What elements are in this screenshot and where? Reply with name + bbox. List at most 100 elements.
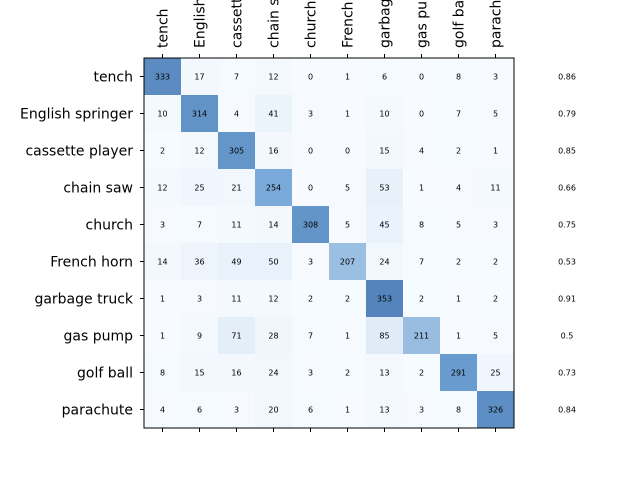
- cell-value: 25: [194, 184, 204, 193]
- row-accuracy: 0.85: [558, 147, 576, 156]
- cell-value: 17: [194, 73, 204, 82]
- cell-value: 1: [456, 332, 461, 341]
- heatmap-cell: [255, 132, 292, 169]
- heatmap-cell: [440, 132, 477, 169]
- heatmap-cell: [218, 58, 255, 95]
- cell-value: 7: [456, 110, 461, 119]
- cell-value: 20: [268, 406, 278, 415]
- heatmap-cell: [218, 243, 255, 280]
- cell-value: 15: [194, 369, 204, 378]
- row-accuracy: 0.79: [558, 110, 576, 119]
- column-label: garbag: [378, 0, 394, 48]
- cell-value: 85: [379, 332, 389, 341]
- heatmap-cell: [403, 243, 440, 280]
- cell-value: 8: [419, 221, 424, 230]
- cell-value: 1: [160, 295, 165, 304]
- cell-value: 5: [345, 184, 350, 193]
- row-label: tench: [93, 70, 133, 86]
- cell-value: 45: [379, 221, 389, 230]
- column-label: English: [193, 0, 209, 48]
- cell-value: 11: [231, 295, 241, 304]
- heatmap-cell: [477, 243, 514, 280]
- cell-value: 2: [419, 295, 424, 304]
- heatmap-cell: [218, 354, 255, 391]
- cell-value: 7: [308, 332, 313, 341]
- heatmap-cell: [329, 58, 366, 95]
- heatmap-cell: [329, 317, 366, 354]
- heatmap-cell: [181, 169, 218, 206]
- cell-value: 4: [456, 184, 461, 193]
- heatmap-cell: [292, 58, 329, 95]
- heatmap-cell: [329, 169, 366, 206]
- cell-value: 0: [345, 147, 350, 156]
- cell-value: 14: [268, 221, 278, 230]
- row-accuracy: 0.5: [561, 332, 574, 341]
- cell-value: 1: [345, 73, 350, 82]
- heatmap-cell: [366, 132, 403, 169]
- cell-value: 49: [231, 258, 241, 267]
- heatmap-cell: [144, 206, 181, 243]
- heatmap-cell: [440, 354, 477, 391]
- heatmap-cell: [255, 391, 292, 428]
- cell-value: 13: [379, 369, 389, 378]
- heatmap-cell: [144, 317, 181, 354]
- cell-value: 8: [456, 73, 461, 82]
- cell-value: 16: [268, 147, 278, 156]
- cell-value: 5: [493, 332, 498, 341]
- cell-value: 0: [308, 147, 313, 156]
- cell-value: 24: [379, 258, 389, 267]
- heatmap-cell: [255, 317, 292, 354]
- cell-value: 12: [157, 184, 167, 193]
- cell-value: 333: [155, 73, 170, 82]
- heatmap-cell: [181, 354, 218, 391]
- heatmap-cell: [144, 95, 181, 132]
- heatmap-cell: [366, 206, 403, 243]
- cell-value: 3: [308, 110, 313, 119]
- heatmap-cell: [255, 354, 292, 391]
- cell-value: 0: [308, 73, 313, 82]
- heatmap-cell: [144, 391, 181, 428]
- heatmap-cell: [366, 169, 403, 206]
- cell-value: 3: [419, 406, 424, 415]
- heatmap-cell: [181, 243, 218, 280]
- heatmap-cell: [366, 354, 403, 391]
- heatmap-cell: [181, 206, 218, 243]
- row-accuracy-labels: 0.86 0.79 0.85 0.66 0.75 0.53 0.91 0.5 0.73 0.84: [558, 73, 576, 415]
- cell-value: 5: [456, 221, 461, 230]
- plot-frame: [143, 57, 515, 429]
- heatmap-cell: [403, 132, 440, 169]
- row-accuracy: 0.91: [558, 295, 576, 304]
- heatmap-cell: [329, 132, 366, 169]
- heatmap-cell: [181, 58, 218, 95]
- row-label: garbage truck: [34, 292, 133, 308]
- cell-value: 11: [231, 221, 241, 230]
- heatmap-cell: [403, 95, 440, 132]
- heatmap-cell: [403, 280, 440, 317]
- cell-value: 211: [414, 332, 429, 341]
- heatmap-cell: [366, 317, 403, 354]
- heatmap-cell: [440, 243, 477, 280]
- cell-value: 353: [377, 295, 392, 304]
- heatmap-cell: [329, 206, 366, 243]
- heatmap-cell: [477, 95, 514, 132]
- heatmap-cell: [255, 169, 292, 206]
- heatmap-cell: [440, 391, 477, 428]
- column-labels: tench English cassette chain s church French g…: [156, 0, 505, 48]
- heatmap-cell: [144, 280, 181, 317]
- cell-value: 0: [419, 110, 424, 119]
- heatmap-cell: [255, 58, 292, 95]
- row-labels: tench English springer cassette player chai…: [20, 70, 134, 419]
- cell-value: 8: [160, 369, 165, 378]
- heatmap-cell: [255, 95, 292, 132]
- heatmap-cell: [440, 95, 477, 132]
- cell-value: 3: [234, 406, 239, 415]
- cell-value: 4: [419, 147, 424, 156]
- heatmap-cell: [477, 354, 514, 391]
- cell-value: 1: [345, 110, 350, 119]
- heatmap-cell: [477, 280, 514, 317]
- cell-value: 2: [345, 295, 350, 304]
- heatmap-cell: [144, 243, 181, 280]
- cell-value: 3: [160, 221, 165, 230]
- heatmap-cell: [181, 317, 218, 354]
- cell-value: 308: [303, 221, 318, 230]
